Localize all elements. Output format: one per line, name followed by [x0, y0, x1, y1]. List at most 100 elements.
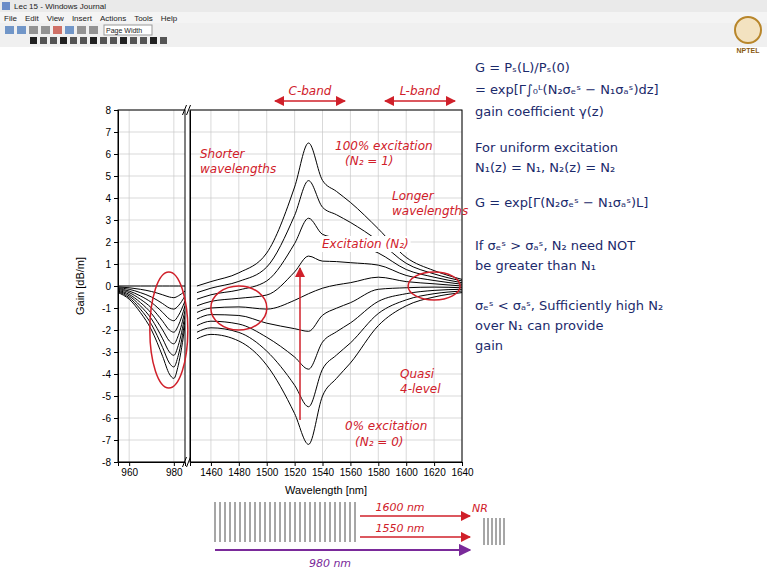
tool-icon[interactable]	[41, 26, 50, 34]
hatch	[295, 502, 296, 542]
tick: 1640	[451, 462, 474, 478]
tick: -4	[102, 369, 118, 380]
format-icon[interactable]	[50, 37, 57, 44]
annotation: Excitation (N₂)	[322, 237, 409, 251]
hatch	[260, 502, 261, 542]
hatch	[325, 502, 326, 542]
tick-mark	[114, 462, 118, 463]
label-patch	[320, 236, 411, 252]
tick-mark	[129, 462, 130, 466]
tick-label: -6	[102, 413, 111, 424]
tool-icon[interactable]	[29, 26, 38, 34]
tick-mark	[114, 154, 118, 155]
menu-item[interactable]: View	[47, 14, 64, 23]
tick: -2	[102, 325, 118, 336]
menu-item[interactable]: Insert	[72, 14, 93, 23]
tool-icon[interactable]	[5, 26, 14, 34]
equation-line: gain	[475, 338, 503, 353]
tick-mark	[174, 462, 175, 466]
tick: 4	[105, 193, 118, 204]
axis-line	[191, 463, 463, 467]
tick: 3	[105, 215, 118, 226]
tick: 1460	[200, 462, 223, 478]
format-icon[interactable]	[160, 37, 167, 44]
tick-mark	[350, 462, 351, 466]
format-icon[interactable]	[30, 37, 37, 44]
tick-mark	[114, 132, 118, 133]
window-title: Lec 15 - Windows Journal	[14, 2, 106, 11]
format-icon[interactable]	[100, 37, 107, 44]
menu-item[interactable]: Edit	[25, 14, 40, 23]
annotation: C-band	[289, 84, 332, 98]
format-icon[interactable]	[40, 37, 47, 44]
annotation: Longerwavelengths	[392, 189, 468, 218]
gain-curve	[197, 256, 462, 306]
tick-mark	[211, 462, 212, 466]
app-icon	[2, 2, 10, 10]
annotation: (N₂ = 0)	[355, 435, 403, 449]
format-icon[interactable]	[110, 37, 117, 44]
tick: 1520	[284, 462, 307, 478]
zoom-box[interactable]	[104, 25, 152, 35]
gain-curve	[118, 291, 185, 355]
tool-icon[interactable]	[77, 26, 86, 34]
format-icon[interactable]	[70, 37, 77, 44]
grid-line	[118, 198, 185, 199]
tick-label: -4	[102, 369, 111, 380]
tick-mark	[378, 462, 379, 466]
level-sketch: 1600 nm1550 nm980 nmNR	[215, 501, 504, 570]
zoom-value[interactable]: Page Width	[106, 27, 142, 35]
menu-item[interactable]: File	[4, 14, 17, 23]
tick: -8	[102, 457, 118, 468]
hatch	[340, 502, 341, 542]
tool-icon[interactable]	[65, 26, 74, 34]
hatch	[496, 518, 497, 545]
hatch	[345, 502, 346, 542]
plot-frame	[118, 110, 185, 462]
format-icon[interactable]	[80, 37, 87, 44]
tick-label: 8	[105, 105, 111, 116]
plot-frame	[190, 110, 462, 462]
format-icon[interactable]	[120, 37, 127, 44]
format-icon[interactable]	[60, 37, 67, 44]
menu-item[interactable]: Tools	[134, 14, 153, 23]
hand-ellipse	[211, 286, 267, 330]
annotation: 100% excitation	[335, 139, 433, 153]
tool-icon[interactable]	[17, 26, 26, 34]
format-icon[interactable]	[90, 37, 97, 44]
hatch	[500, 518, 501, 545]
menu-item[interactable]: Actions	[100, 14, 126, 23]
grid-line	[118, 418, 185, 419]
tick-mark	[239, 462, 240, 466]
grid-line	[118, 286, 185, 287]
format-icon[interactable]	[140, 37, 147, 44]
hatch	[245, 502, 246, 542]
tool-icon[interactable]	[89, 26, 98, 34]
annotation: Quasi4-level	[400, 367, 441, 396]
gain-curve	[197, 218, 462, 299]
tick: 1500	[256, 462, 279, 478]
hatch	[230, 502, 231, 542]
format-icon[interactable]	[130, 37, 137, 44]
format-icon[interactable]	[150, 37, 157, 44]
menu-item[interactable]: Help	[161, 14, 178, 23]
grid-line	[118, 154, 185, 155]
tick-mark	[114, 286, 118, 287]
equation-line: be greater than N₁	[475, 258, 596, 273]
hatch	[300, 502, 301, 542]
tool-icon[interactable]	[53, 26, 62, 34]
grid-line	[118, 264, 185, 265]
grid-line	[118, 374, 185, 375]
tick: 1480	[228, 462, 251, 478]
hatch	[255, 502, 256, 542]
tick-label: 1600	[396, 467, 419, 478]
grid-line	[118, 396, 185, 397]
y-axis	[190, 111, 192, 463]
toolbar	[0, 23, 767, 47]
tick-mark	[114, 440, 118, 441]
gain-curve	[118, 290, 185, 344]
gain-curve	[118, 287, 185, 298]
tick-label: 1620	[423, 467, 446, 478]
hatch	[355, 502, 356, 542]
hatch	[315, 502, 316, 542]
